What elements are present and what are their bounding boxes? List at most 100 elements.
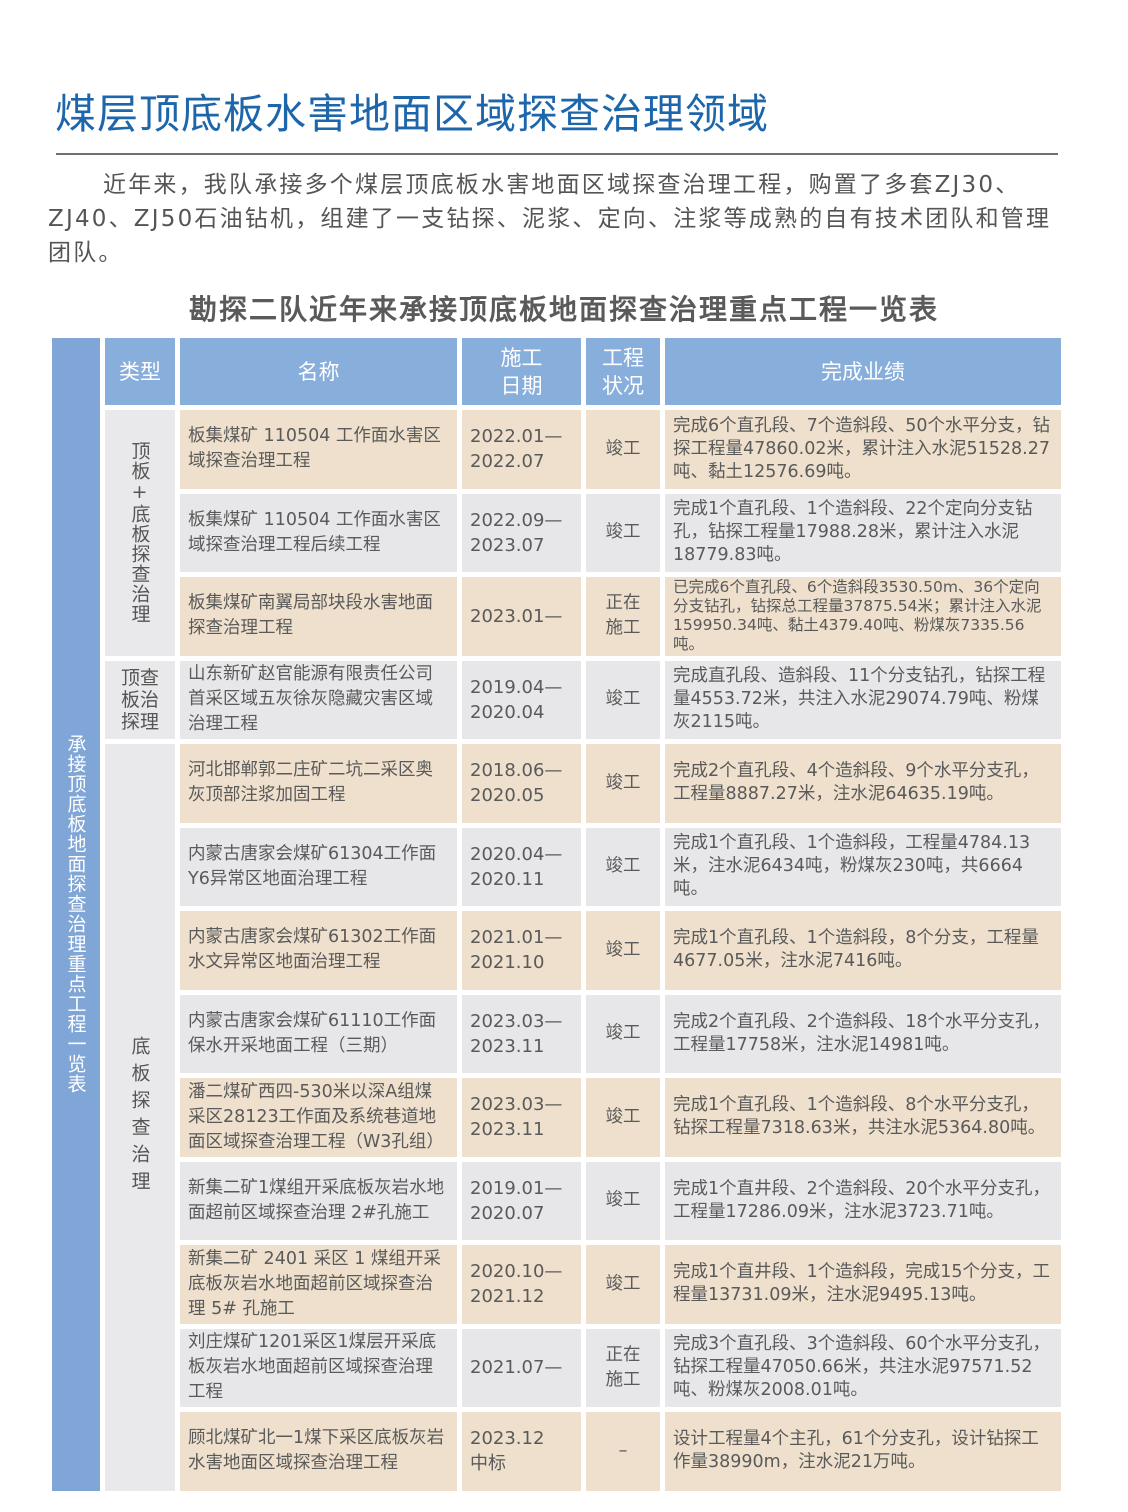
project-name-cell-text: 顾北煤矿北一1煤下采区底板灰岩水害地面区域探查治理工程	[188, 1428, 445, 1474]
project-date-cell: 2023.01—	[462, 577, 581, 656]
project-name-cell: 板集煤矿 110504 工作面水害区域探查治理工程	[180, 410, 457, 489]
project-name-cell-text: 板集煤矿南翼局部块段水害地面探查治理工程	[188, 593, 433, 639]
project-result-cell-text: 完成直孔段、造斜段、11个分支钻孔，钻探工程量4553.72米，共注入水泥290…	[673, 666, 1046, 733]
project-name-cell-text: 内蒙古唐家会煤矿61304工作面Y6异常区地面治理工程	[188, 843, 437, 889]
project-date-cell: 2023.03— 2023.11	[462, 1078, 581, 1157]
project-date-cell-text: 2021.07—	[470, 1357, 563, 1379]
side-label: 承接顶底板地面探查治理重点工程一览表	[64, 734, 87, 1095]
project-result-cell: 完成1个直孔段、1个造斜段，8个分支，工程量4677.05米，注水泥7416吨。	[665, 911, 1061, 990]
project-name-cell: 山东新矿赵官能源有限责任公司首采区域五灰徐灰隐藏灾害区域治理工程	[180, 660, 457, 739]
project-date-cell-text: 2023.01—	[470, 605, 563, 627]
project-date-cell: 2022.09— 2023.07	[462, 493, 581, 572]
project-name-cell-text: 河北邯郸郭二庄矿二坑二采区奥灰顶部注浆加固工程	[188, 760, 433, 806]
project-date-cell-text: 2023.03— 2023.11	[470, 1010, 563, 1057]
type-label: 顶查 板治 探理	[120, 666, 159, 733]
project-result-cell-text: 完成1个直井段、1个造斜段，完成15个分支，工程量13731.09米，注水泥94…	[673, 1262, 1051, 1306]
project-status-cell-text: 竣工	[605, 1023, 641, 1044]
header-type: 类型	[105, 338, 175, 405]
project-name-cell: 板集煤矿南翼局部块段水害地面探查治理工程	[180, 577, 457, 656]
project-name-cell: 河北邯郸郭二庄矿二坑二采区奥灰顶部注浆加固工程	[180, 744, 457, 823]
project-status-cell-text: 竣工	[605, 1106, 641, 1127]
project-name-cell-text: 内蒙古唐家会煤矿61302工作面水文异常区地面治理工程	[188, 927, 437, 973]
project-result-cell: 完成1个直孔段、1个造斜段，工程量4784.13米，注水泥6434吨，粉煤灰23…	[665, 827, 1061, 906]
project-date-cell: 2023.03— 2023.11	[462, 994, 581, 1073]
project-status-cell: 竣工	[586, 1245, 660, 1324]
project-result-cell-text: 已完成6个直孔段、6个造斜段3530.50m、36个定向分支钻孔，钻探总工程量3…	[673, 578, 1042, 654]
project-result-cell: 完成直孔段、造斜段、11个分支钻孔，钻探工程量4553.72米，共注入水泥290…	[665, 660, 1061, 739]
project-result-cell-text: 设计工程量4个主孔，61个分支孔，设计钻探工作量38990m，注水泥21万吨。	[673, 1429, 1039, 1473]
project-date-cell-text: 2023.03— 2023.11	[470, 1094, 563, 1141]
project-result-cell-text: 完成6个直孔段、7个造斜段、50个水平分支，钻探工程量47860.02米，累计注…	[673, 415, 1051, 482]
project-name-cell: 内蒙古唐家会煤矿61304工作面Y6异常区地面治理工程	[180, 827, 457, 906]
project-name-cell-text: 内蒙古唐家会煤矿61110工作面保水开采地面工程（三期）	[188, 1010, 437, 1056]
header-name: 名称	[180, 338, 457, 405]
type-label: 顶板+底板探查治理	[128, 441, 151, 625]
project-name-cell: 刘庄煤矿1201采区1煤层开采底板灰岩水地面超前区域探查治理工程	[180, 1328, 457, 1407]
project-date-cell: 2019.01— 2020.07	[462, 1161, 581, 1240]
project-status-cell: 竣工	[586, 744, 660, 823]
project-name-cell: 新集二矿 2401 采区 1 煤组开采底板灰岩水地面超前区域探查治理 5# 孔施…	[180, 1245, 457, 1324]
project-name-cell-text: 板集煤矿 110504 工作面水害区域探查治理工程后续工程	[188, 509, 441, 555]
project-date-cell-text: 2022.09— 2023.07	[470, 509, 563, 556]
project-status-cell-text: 竣工	[605, 438, 641, 459]
project-date-cell: 2023.12 中标	[462, 1412, 581, 1491]
project-date-cell: 2021.07—	[462, 1328, 581, 1407]
project-result-cell-text: 完成1个直井段、2个造斜段、20个水平分支孔，工程量17286.09米，注水泥3…	[673, 1178, 1051, 1222]
project-name-cell-text: 新集二矿 2401 采区 1 煤组开采底板灰岩水地面超前区域探查治理 5# 孔施…	[188, 1248, 441, 1319]
project-date-cell: 2020.10— 2021.12	[462, 1245, 581, 1324]
project-result-cell-text: 完成2个直孔段、2个造斜段、18个水平分支孔，工程量17758米，注水泥1498…	[673, 1011, 1051, 1055]
project-result-cell-text: 完成1个直孔段、1个造斜段、22个定向分支钻孔，钻探工程量17988.28米，累…	[673, 499, 1033, 566]
project-name-cell: 新集二矿1煤组开采底板灰岩水地面超前区域探查治理 2#孔施工	[180, 1161, 457, 1240]
project-result-cell: 设计工程量4个主孔，61个分支孔，设计钻探工作量38990m，注水泥21万吨。	[665, 1412, 1061, 1491]
project-status-cell-text: 正在 施工	[605, 1344, 641, 1390]
project-name-cell-text: 潘二煤矿西四-530米以深A组煤采区28123工作面及系统巷道地面区域探查治理工…	[188, 1081, 444, 1152]
project-result-cell-text: 完成1个直孔段、1个造斜段，工程量4784.13米，注水泥6434吨，粉煤灰23…	[673, 833, 1031, 900]
project-status-cell-text: 竣工	[605, 1190, 641, 1211]
project-name-cell-text: 刘庄煤矿1201采区1煤层开采底板灰岩水地面超前区域探查治理工程	[188, 1332, 437, 1403]
project-status-cell-text: 竣工	[605, 939, 641, 960]
project-status-cell: 竣工	[586, 1161, 660, 1240]
project-result-cell: 完成2个直孔段、4个造斜段、9个水平分支孔，工程量8887.27米，注水泥646…	[665, 744, 1061, 823]
project-result-cell: 已完成6个直孔段、6个造斜段3530.50m、36个定向分支钻孔，钻探总工程量3…	[665, 577, 1061, 656]
project-date-cell-text: 2022.01— 2022.07	[470, 426, 563, 473]
project-status-cell-text: 竣工	[605, 856, 641, 877]
type-roof: 顶查 板治 探理	[105, 660, 175, 739]
project-result-cell-text: 完成1个直孔段、1个造斜段、8个水平分支孔，钻探工程量7318.63米，共注水泥…	[673, 1095, 1046, 1139]
side-label-band: 承接顶底板地面探查治理重点工程一览表	[52, 338, 100, 1491]
project-status-cell: 正在 施工	[586, 577, 660, 656]
project-status-cell-text: 竣工	[605, 689, 641, 710]
project-date-cell: 2019.04— 2020.04	[462, 660, 581, 739]
project-result-cell-text: 完成3个直孔段、3个造斜段、60个水平分支孔，钻探工程量47050.66米，共注…	[673, 1334, 1051, 1401]
project-date-cell: 2020.04— 2020.11	[462, 827, 581, 906]
project-status-cell: 竣工	[586, 410, 660, 489]
project-result-cell: 完成1个直井段、1个造斜段，完成15个分支，工程量13731.09米，注水泥94…	[665, 1245, 1061, 1324]
title-divider	[56, 153, 1058, 155]
project-date-cell-text: 2020.04— 2020.11	[470, 843, 563, 890]
project-date-cell: 2021.01— 2021.10	[462, 911, 581, 990]
project-name-cell-text: 板集煤矿 110504 工作面水害区域探查治理工程	[188, 426, 441, 472]
intro-paragraph: 近年来，我队承接多个煤层顶底板水害地面区域探查治理工程，购置了多套ZJ30、ZJ…	[48, 172, 1052, 266]
project-status-cell: 竣工	[586, 660, 660, 739]
project-name-cell: 顾北煤矿北一1煤下采区底板灰岩水害地面区域探查治理工程	[180, 1412, 457, 1491]
type-roof-floor: 顶板+底板探查治理	[105, 410, 175, 656]
type-floor: 底板探查治理	[105, 744, 175, 1491]
project-date-cell-text: 2021.01— 2021.10	[470, 927, 563, 974]
project-status-cell-text: –	[618, 1440, 628, 1461]
project-result-cell: 完成1个直孔段、1个造斜段、8个水平分支孔，钻探工程量7318.63米，共注水泥…	[665, 1078, 1061, 1157]
page-title: 煤层顶底板水害地面区域探查治理领域	[55, 90, 769, 138]
project-status-cell: 竣工	[586, 1078, 660, 1157]
header-result: 完成业绩	[665, 338, 1061, 405]
type-label: 底板探查治理	[128, 1036, 151, 1199]
project-name-cell-text: 山东新矿赵官能源有限责任公司首采区域五灰徐灰隐藏灾害区域治理工程	[188, 664, 433, 735]
project-status-cell: 竣工	[586, 827, 660, 906]
project-status-cell-text: 正在 施工	[605, 593, 641, 639]
project-status-cell-text: 竣工	[605, 1273, 641, 1294]
projects-table: 承接顶底板地面探查治理重点工程一览表 类型 名称 施工 日期 工程 状况 完成业…	[52, 338, 1061, 1491]
header-date: 施工 日期	[462, 338, 581, 405]
project-status-cell: –	[586, 1412, 660, 1491]
project-date-cell-text: 2018.06— 2020.05	[470, 760, 563, 807]
project-result-cell: 完成6个直孔段、7个造斜段、50个水平分支，钻探工程量47860.02米，累计注…	[665, 410, 1061, 489]
project-status-cell: 竣工	[586, 994, 660, 1073]
project-name-cell: 内蒙古唐家会煤矿61110工作面保水开采地面工程（三期）	[180, 994, 457, 1073]
project-name-cell: 潘二煤矿西四-530米以深A组煤采区28123工作面及系统巷道地面区域探查治理工…	[180, 1078, 457, 1157]
